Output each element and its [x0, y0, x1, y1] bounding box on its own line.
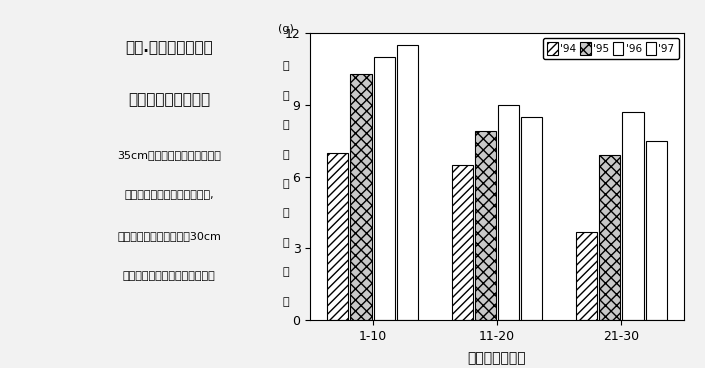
Text: 重: 重	[282, 91, 289, 101]
Text: あたり生重量の推移: あたり生重量の推移	[128, 92, 210, 107]
Bar	[397, 45, 418, 320]
Text: 図２.収穫中の萌芽茎: 図２.収穫中の萌芽茎	[125, 40, 213, 55]
Legend: '94, '95, '96, '97: '94, '95, '96, '97	[544, 38, 679, 59]
Text: に揃えた後生重量を測定した。: に揃えた後生重量を測定した。	[123, 271, 216, 281]
Text: り: り	[282, 149, 289, 160]
Bar	[327, 153, 348, 320]
Text: 生: 生	[282, 120, 289, 130]
Text: 芽: 芽	[282, 267, 289, 277]
Bar	[646, 141, 667, 320]
Text: あ: あ	[282, 208, 289, 219]
Bar	[350, 74, 372, 320]
Bar	[576, 232, 597, 320]
Bar	[623, 112, 644, 320]
Bar	[475, 131, 496, 320]
Bar	[374, 57, 395, 320]
Text: 萌: 萌	[282, 297, 289, 307]
Text: た: た	[282, 179, 289, 189]
Bar	[452, 165, 473, 320]
Text: (g): (g)	[278, 24, 293, 35]
Text: の葉腋を圃場に残して収穫し,: の葉腋を圃場に残して収穫し,	[124, 190, 214, 200]
Bar	[498, 105, 519, 320]
Text: 茎: 茎	[282, 238, 289, 248]
Bar	[521, 117, 542, 320]
X-axis label: 収穫開始後日数: 収穫開始後日数	[467, 351, 527, 365]
Text: 重: 重	[282, 61, 289, 71]
Bar	[599, 155, 620, 320]
Text: 35cmの萌芽茎を地上部最下段: 35cmの萌芽茎を地上部最下段	[117, 149, 221, 160]
Text: 展開した普通葉を除いて30cm: 展開した普通葉を除いて30cm	[117, 230, 221, 241]
